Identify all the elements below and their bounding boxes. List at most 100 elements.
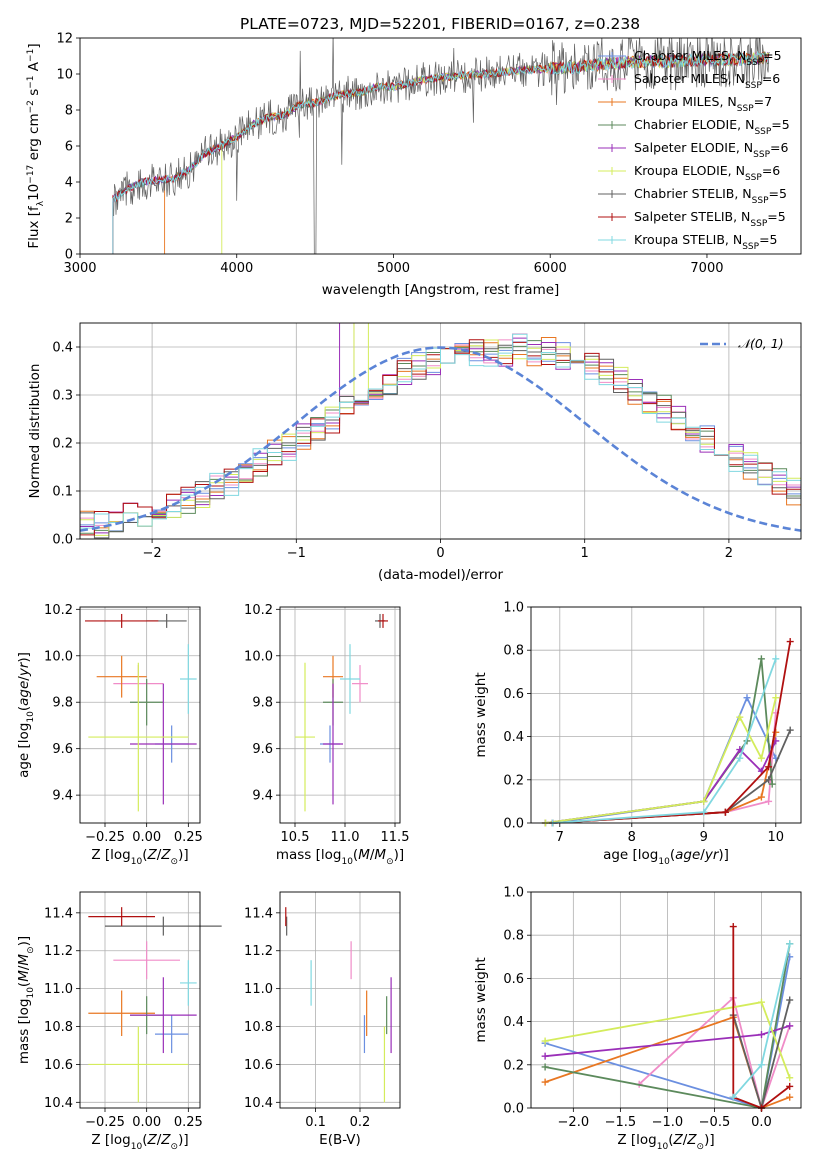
- label-part: mass weight: [473, 957, 489, 1042]
- label-part: −1: [26, 49, 36, 62]
- y-axis-label: Normed distribution: [27, 364, 43, 499]
- series-kroupa-stelib: [729, 940, 794, 1101]
- label-part: (: [142, 847, 147, 863]
- label-part: ⊙: [386, 857, 394, 867]
- series-chabrier-stelib: [549, 726, 794, 827]
- y-tick-label: 0.1: [52, 485, 73, 500]
- label-part: age [log: [16, 723, 32, 778]
- label-part: )]: [704, 1132, 715, 1148]
- label-part: Z [log: [91, 847, 130, 863]
- label-part: ⊙: [26, 946, 36, 954]
- y-tick-label: 12: [56, 32, 73, 47]
- label-part: Z [log: [617, 1132, 656, 1148]
- label-part: 10: [341, 857, 353, 867]
- grid-lines: [80, 892, 200, 1108]
- errorbar-salpeter-miles: [352, 665, 368, 703]
- x-tick-label: −1.0: [652, 1115, 684, 1130]
- errorbar-salpeter-miles: [113, 941, 180, 980]
- legend-text: Salpeter MILES, N: [634, 71, 745, 86]
- y-tick-label: 8: [65, 104, 73, 119]
- label-part: age: [675, 847, 700, 863]
- y-tick-label: 0.2: [503, 1058, 524, 1073]
- spectrum-panel: 3000 4000 5000 6000 7000 0 2 4 6 8 10 12 wavelength …: [26, 32, 802, 298]
- errorbar-kroupa-stelib: [180, 644, 197, 714]
- legend-text: Chabrier STELIB, N: [634, 186, 752, 201]
- errorbar-kroupa-stelib: [180, 960, 197, 1006]
- label-part: age [log: [603, 847, 658, 863]
- x-tick-label: −2.0: [558, 1115, 590, 1130]
- series-line: [732, 926, 791, 1110]
- errorbar-kroupa-elodie: [88, 662, 189, 812]
- legend-sub: SSP: [746, 58, 763, 68]
- legend-sub: SSP: [745, 173, 762, 183]
- label-part: 10: [131, 857, 143, 867]
- label-part: /: [683, 1132, 688, 1148]
- errorbar-kroupa-stelib: [340, 644, 360, 714]
- series-salpeter-elodie: [541, 1022, 794, 1060]
- x-tick-label: 2: [725, 546, 733, 561]
- errorbar-kroupa-miles: [96, 655, 147, 698]
- label-part: Flux [f: [26, 205, 42, 249]
- legend-suffix: =5: [767, 209, 785, 224]
- x-tick-label: 0.2: [350, 1115, 371, 1130]
- label-part: M: [16, 954, 32, 966]
- legend-suffix: =5: [759, 232, 777, 247]
- errorbar-chabrier-miles: [155, 1015, 189, 1054]
- axes-frame: [530, 606, 802, 824]
- series-line: [638, 996, 791, 1112]
- y-tick-label: 0.6: [503, 972, 524, 987]
- label-part: /: [16, 676, 32, 681]
- y-tick-label: 0.3: [52, 389, 73, 404]
- grid-lines: [531, 891, 801, 1109]
- x-tick-label: 0.25: [174, 830, 203, 845]
- legend-label: Salpeter ELODIE, NSSP=6: [634, 140, 789, 160]
- grid-lines: [280, 607, 400, 823]
- x-axis-label: wavelength [Angstrom, rest frame]: [322, 282, 560, 298]
- label-part: /: [370, 847, 375, 863]
- age-vs-metallicity-panel: −0.25 0.00 0.259.49.69.810.010.2Z [log10(Z…: [16, 603, 203, 867]
- label-part: /: [700, 847, 705, 863]
- x-axis-label: E(B-V): [319, 1132, 361, 1148]
- axes-frame: [530, 891, 802, 1109]
- label-part: ⊙: [171, 857, 179, 867]
- label-part: mass [log: [276, 847, 342, 863]
- y-tick-label: 10.6: [244, 1058, 273, 1073]
- y-tick-label: 0.8: [503, 929, 524, 944]
- y-tick-label: 9.4: [252, 789, 273, 804]
- label-part: λ: [36, 200, 46, 206]
- x-tick-label: 6000: [534, 261, 567, 276]
- label-part: )]: [16, 652, 32, 663]
- label-part: −2: [26, 100, 36, 113]
- label-part: (: [16, 706, 32, 711]
- errorbar-chabrier-elodie: [130, 679, 164, 726]
- axes-frame: [79, 37, 802, 255]
- y-tick-label: 9.4: [52, 789, 73, 804]
- y-axis-label: age [log10(age/yr)]: [16, 652, 36, 778]
- errorbar-kroupa-miles: [88, 990, 155, 1036]
- y-tick-label: 9.6: [252, 742, 273, 757]
- label-part: yr: [16, 661, 32, 677]
- label-part: ⊙: [697, 1142, 705, 1152]
- y-tick-label: 10.0: [244, 649, 273, 664]
- errorbar-salpeter-elodie: [323, 683, 343, 805]
- normal-reference-curve: [79, 346, 802, 532]
- label-part: )]: [178, 847, 189, 863]
- x-tick-label: 3000: [63, 261, 96, 276]
- legend-suffix: =5: [769, 186, 787, 201]
- y-tick-label: 10.0: [44, 649, 73, 664]
- mass-vs-metallicity-panel: −0.25 0.00 0.25 10.4 10.6 10.8 11.0 11.2 11.4 Z […: [16, 891, 222, 1152]
- legend-label: Salpeter STELIB, NSSP=5: [634, 209, 786, 229]
- y-tick-label: 11.4: [44, 906, 73, 921]
- label-part: /: [16, 965, 32, 970]
- y-tick-label: 0: [65, 248, 73, 263]
- y-tick-label: 11.0: [244, 982, 273, 997]
- label-part: )]: [16, 936, 32, 947]
- legend-text: Kroupa STELIB, N: [634, 232, 742, 247]
- label-part: (: [142, 1132, 147, 1148]
- label-part: 10: [26, 987, 36, 999]
- legend-suffix: =6: [762, 71, 780, 86]
- y-tick-label: 0.4: [52, 341, 73, 356]
- y-tick-label: 6: [65, 140, 73, 155]
